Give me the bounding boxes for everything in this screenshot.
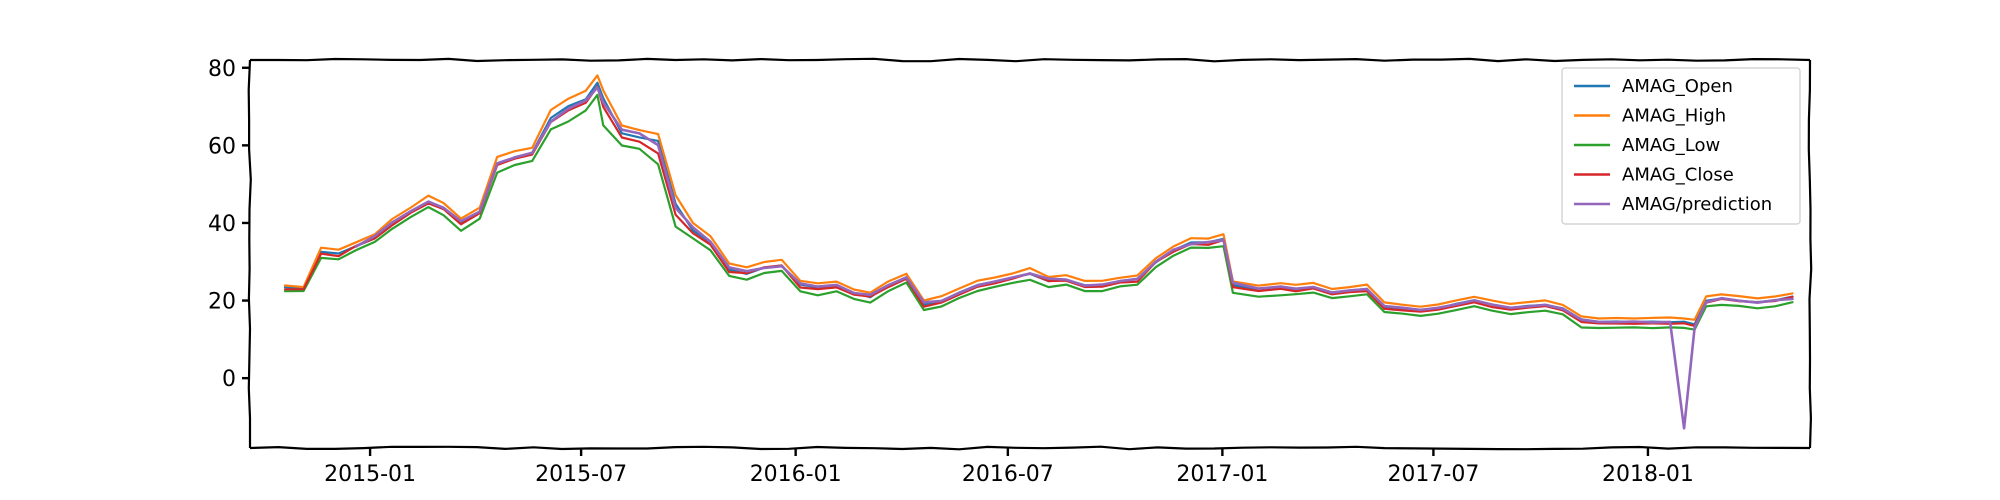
x-tick-label: 2018-01 [1602,462,1694,487]
x-tick-label: 2015-07 [535,462,627,487]
axes: 0 20 40 60 80 2015-01 2015-07 2016-01 2016-07 201… [208,57,1694,487]
series-line-amag-high [283,74,1794,321]
y-tick-label: 0 [222,367,236,392]
legend-entry: AMAG_High [1622,106,1726,127]
x-tick-label: 2016-01 [750,462,842,487]
legend-entry: AMAG/prediction [1622,194,1772,215]
series-line-amag-low [283,93,1794,331]
series-line-amag-prediction [354,86,1794,430]
legend-box [1561,67,1801,225]
x-tick-label: 2016-07 [962,462,1054,487]
y-tick-label: 20 [208,290,236,315]
y-tick-label: 80 [208,57,236,82]
legend-entry: AMAG_Low [1622,135,1720,156]
y-tick-label: 60 [208,134,236,159]
legend-entry: AMAG_Close [1622,165,1734,186]
x-tick-label: 2017-07 [1387,462,1479,487]
x-tick-label: 2017-01 [1176,462,1268,487]
x-tick-label: 2015-01 [324,462,416,487]
legend-entry: AMAG_Open [1622,76,1733,97]
plot-lines [283,74,1794,430]
plot-frame [247,57,1813,451]
legend: AMAG_Open AMAG_High AMAG_Low AMAG_Close AMAG… [1561,67,1801,225]
y-tick-label: 40 [208,212,236,237]
